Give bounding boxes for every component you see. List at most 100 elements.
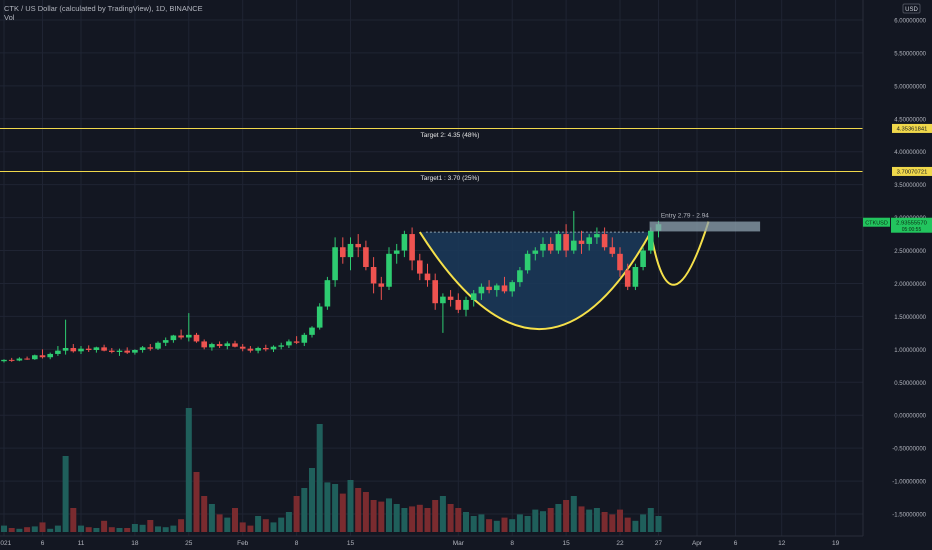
x-tick-label: 2021 — [0, 540, 12, 547]
candle-body — [547, 243, 554, 251]
volume-bar — [378, 501, 385, 532]
candle-body — [332, 247, 338, 281]
volume-bar — [301, 488, 308, 532]
candle-body — [401, 234, 408, 251]
candle-body — [124, 350, 130, 353]
candle-body — [78, 348, 84, 352]
x-tick-label: Feb — [237, 540, 249, 547]
candle-body — [486, 286, 492, 291]
volume-bar — [62, 456, 69, 532]
y-tick-label: -1.00000000 — [892, 480, 926, 486]
entry-label: Entry 2.79 - 2.94 — [661, 213, 709, 220]
candle-body — [324, 280, 331, 307]
volume-bar — [170, 525, 177, 532]
y-tick-label: 0.50000000 — [894, 381, 926, 387]
volume-bar — [78, 525, 84, 532]
candle-body — [32, 355, 38, 360]
candle-body — [62, 348, 69, 351]
volume-bar — [593, 508, 600, 532]
x-tick-label: 27 — [655, 540, 663, 547]
last-price-text: 2.93555570 — [896, 221, 927, 227]
volume-bar — [147, 520, 154, 532]
volume-bar — [332, 484, 339, 532]
volume-bar — [386, 498, 392, 532]
target-2-price-tag — [892, 123, 932, 133]
candle-body — [509, 282, 515, 292]
x-tick-label: 15 — [562, 540, 570, 547]
volume-bar — [540, 511, 546, 532]
volume-bar — [640, 514, 647, 532]
candle-body — [355, 243, 361, 248]
candle-body — [178, 335, 184, 338]
volume-bar — [193, 472, 200, 532]
candle-body — [440, 296, 446, 304]
x-tick-label: 6 — [734, 540, 738, 547]
candle-body — [563, 234, 569, 251]
volume-bar — [224, 517, 231, 532]
volume-bar — [439, 496, 446, 532]
candle-body — [432, 280, 438, 304]
currency-button[interactable]: USD — [902, 3, 921, 14]
volume-bar — [393, 504, 400, 532]
candle-body — [132, 349, 138, 353]
volume-bar — [455, 508, 462, 532]
volume-bar — [124, 528, 131, 532]
volume-bar — [516, 514, 523, 532]
candle-body — [624, 270, 631, 287]
y-tick-label: 1.50000000 — [894, 315, 926, 321]
price-axis[interactable]: 6.00000000 5.50000000 5.00000000 4.50000000… — [862, 0, 932, 550]
candle-body — [247, 348, 254, 351]
volume-bar — [208, 504, 215, 532]
candle-body — [155, 342, 161, 349]
currency-button-label: USD — [905, 7, 918, 13]
candle-body — [255, 348, 261, 351]
volume-bars — [1, 408, 662, 532]
entry-zone — [649, 221, 761, 232]
volume-bar — [555, 504, 562, 532]
y-tick-label: 0.00000000 — [894, 414, 926, 420]
volume-bar — [478, 514, 485, 532]
volume-bar — [470, 516, 477, 532]
candle-body — [378, 283, 385, 287]
candle-body — [270, 346, 277, 350]
time-axis[interactable]: 2021 6 11 18 25 Feb 8 15 Mar 8 15 22 27 Apr 6 12 19 — [0, 535, 932, 550]
volume-bar — [570, 496, 577, 532]
volume-bar — [178, 519, 185, 532]
x-tick-label: 8 — [295, 540, 299, 547]
candlestick-series — [1, 211, 662, 363]
candle-body — [286, 341, 292, 346]
candle-body — [162, 340, 169, 343]
x-tick-label: 19 — [832, 540, 840, 547]
volume-bar — [131, 524, 138, 532]
volume-bar — [362, 492, 369, 532]
candle-body — [424, 273, 431, 281]
candle-body — [571, 240, 577, 251]
candle-body — [186, 334, 192, 338]
volume-bar — [24, 527, 31, 532]
candle-body — [147, 347, 154, 349]
candle-body — [417, 260, 423, 274]
candle-body — [170, 335, 177, 341]
volume-bar — [285, 512, 292, 532]
candle-body — [532, 250, 539, 254]
volume-bar — [424, 508, 431, 532]
volume-bar — [93, 528, 100, 532]
volume-bar — [524, 516, 531, 532]
volume-bar — [278, 517, 285, 532]
volume-bar — [101, 520, 108, 532]
volume-bar — [47, 528, 54, 532]
candle-body — [494, 285, 500, 291]
volume-bar — [293, 496, 300, 532]
volume-bar — [255, 516, 262, 532]
candle-body — [209, 344, 215, 348]
volume-bar — [655, 516, 662, 532]
candle-body — [8, 359, 15, 361]
candle-body — [370, 267, 377, 284]
volume-bar — [578, 506, 585, 532]
x-tick-label: 8 — [510, 540, 514, 547]
cup-fill — [419, 232, 651, 330]
candle-body — [648, 230, 654, 251]
x-tick-label: Mar — [453, 540, 465, 547]
